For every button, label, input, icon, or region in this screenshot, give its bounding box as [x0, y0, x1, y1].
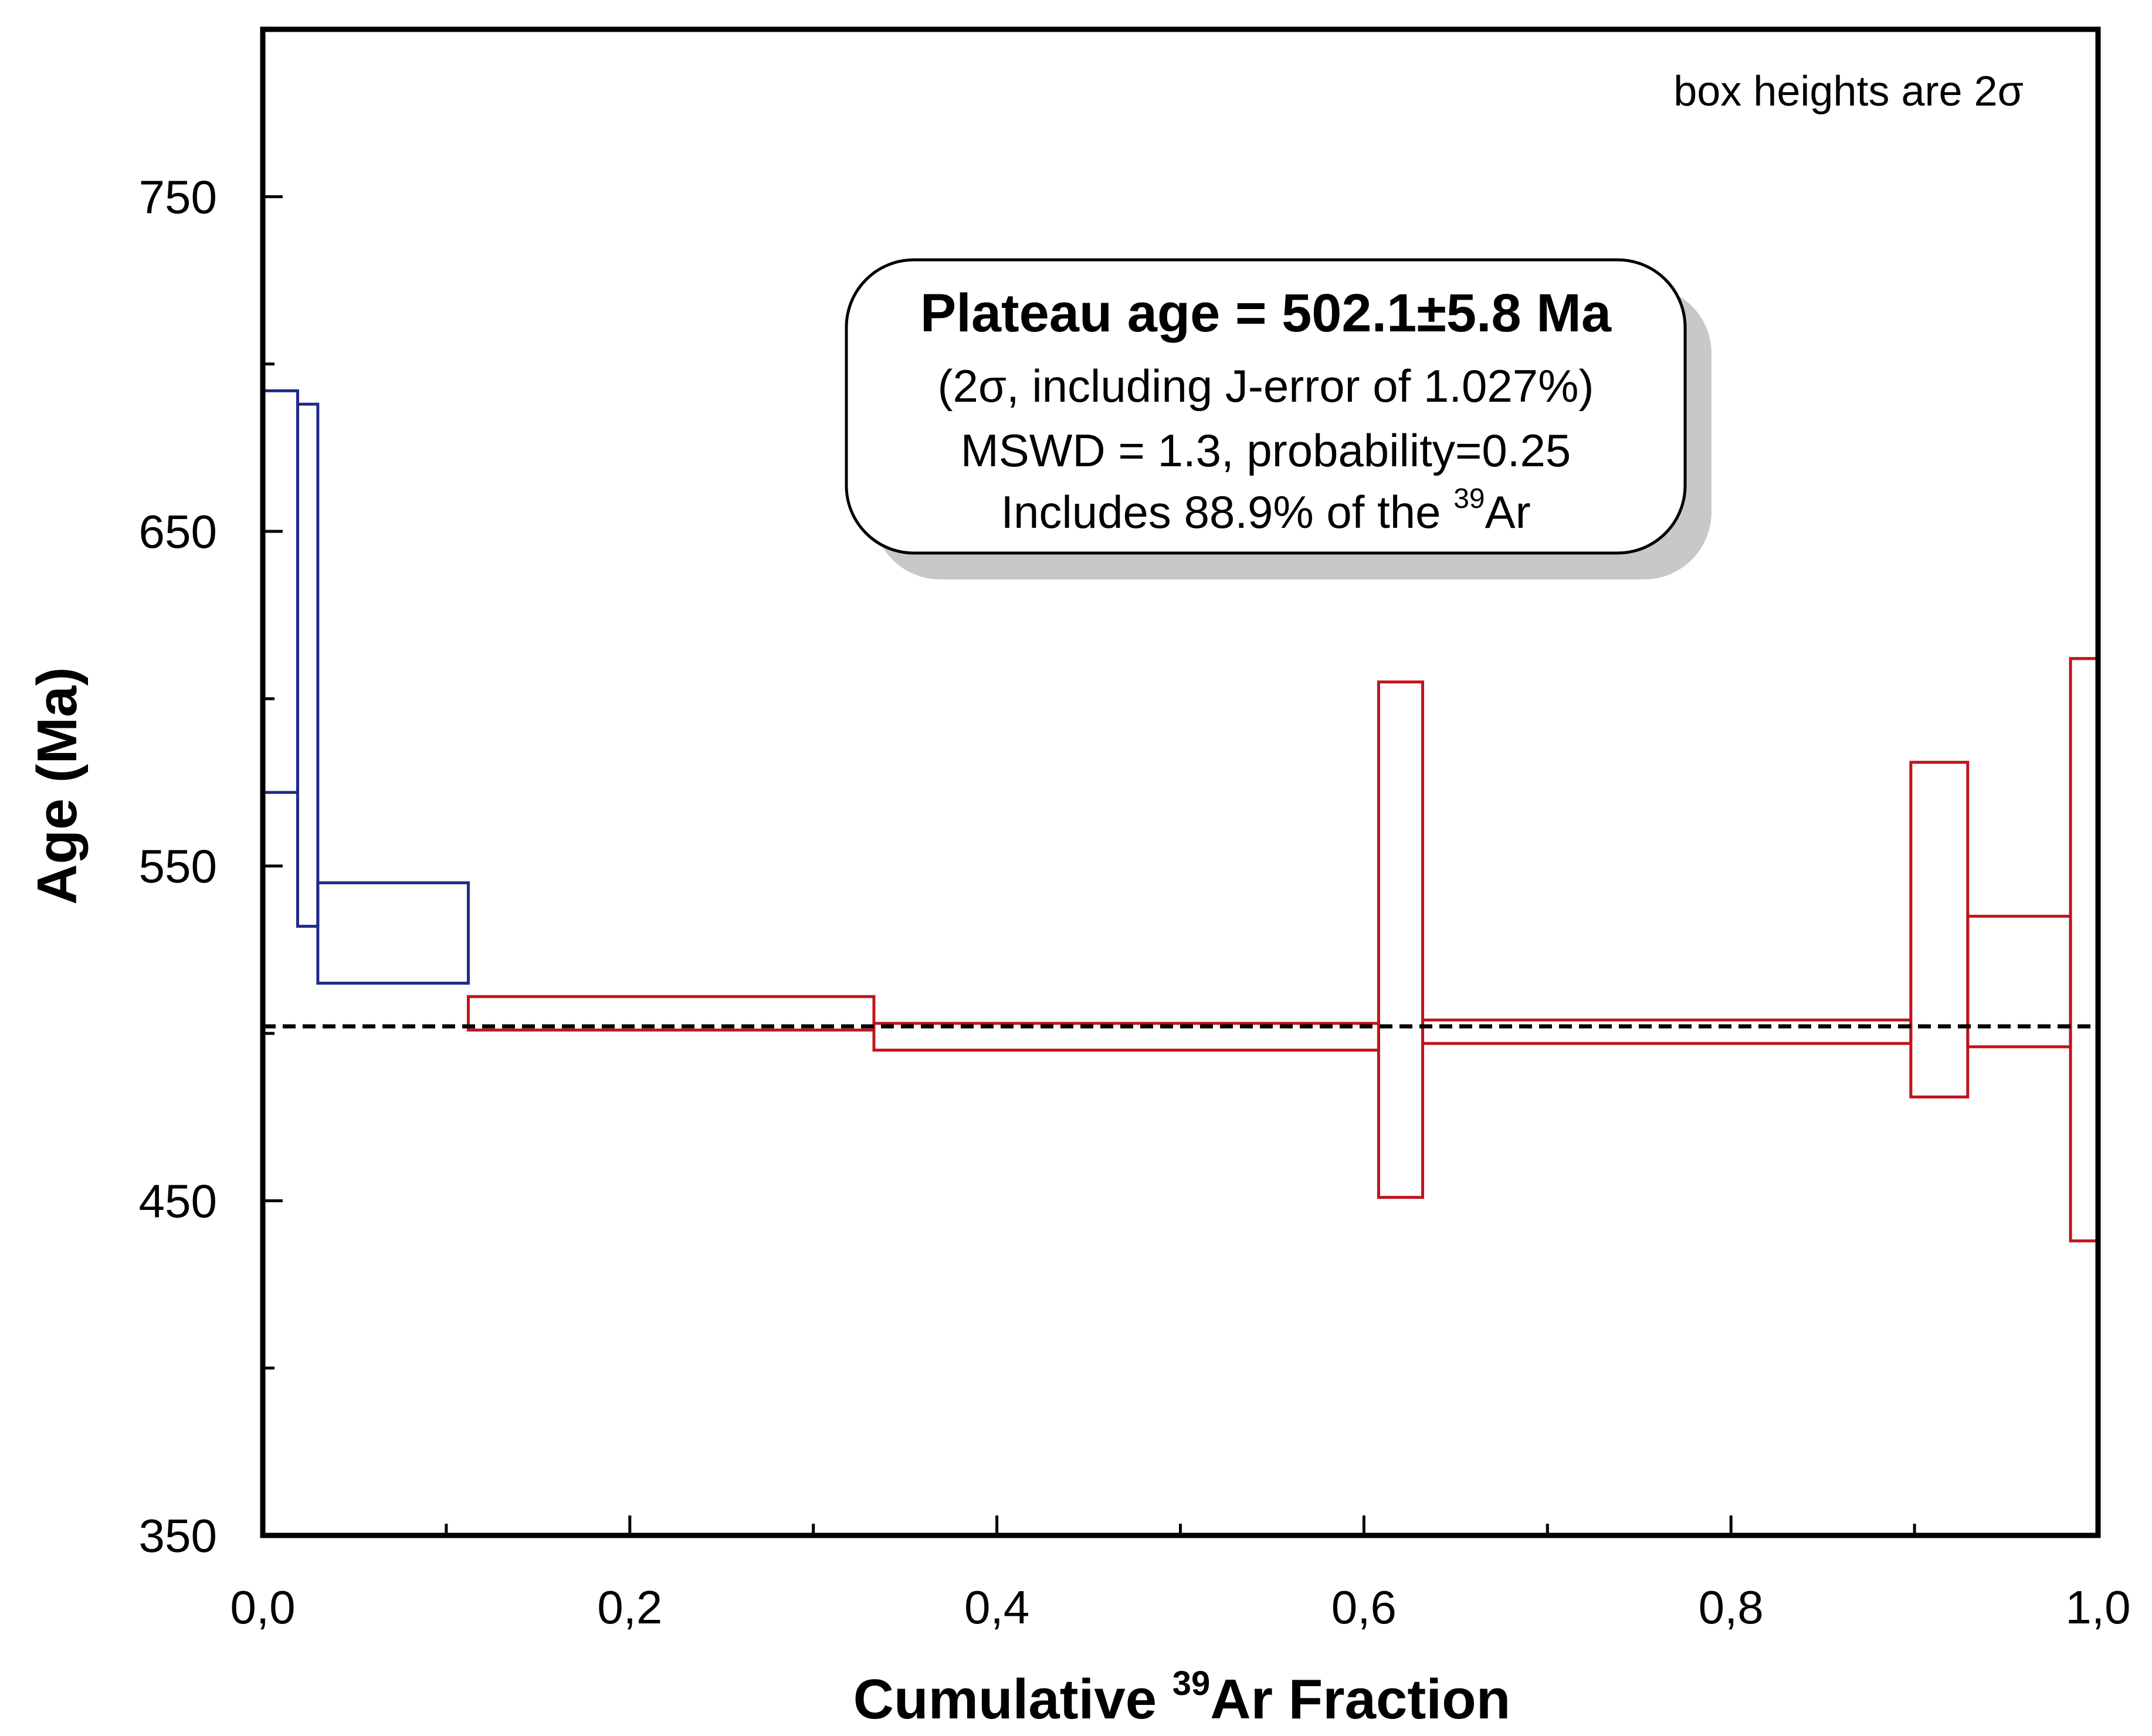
x-tick-label: 0,0 [230, 1581, 295, 1633]
x-tick-label: 0,2 [597, 1581, 662, 1633]
plateau-title: Plateau age = 502.1±5.8 Ma [920, 283, 1612, 343]
step-box-3 [316, 881, 470, 985]
y-tick-label: 650 [139, 506, 217, 558]
plateau-line4-sup: 39 [1453, 483, 1485, 514]
step-box-2 [296, 402, 320, 928]
y-tick-label: 550 [139, 840, 217, 893]
step-box-6 [1377, 680, 1425, 1199]
step-box-8 [1909, 761, 1970, 1098]
box-heights-note: box heights are 2σ [1673, 68, 2024, 115]
plateau-box [845, 258, 1687, 555]
plateau-line4-suffix: Ar [1485, 486, 1531, 538]
y-tick-label: 750 [139, 171, 217, 223]
y-tick-label: 450 [139, 1175, 217, 1227]
x-axis-label: Cumulative 39Ar Fraction [853, 1664, 1511, 1731]
x-tick-label: 0,8 [1699, 1581, 1764, 1633]
step-box-1 [261, 389, 299, 794]
y-axis-label: Age (Ma) [26, 667, 89, 904]
plateau-line4-prefix: Includes 88.9% of the [1001, 486, 1453, 538]
plateau-line3: MSWD = 1.3, probability=0.25 [961, 425, 1571, 476]
x-axis-label-suffix: Ar Fraction [1210, 1668, 1510, 1731]
x-tick-label: 0,4 [964, 1581, 1029, 1633]
x-tick-label: 1,0 [2065, 1581, 2130, 1633]
step-box-10 [2069, 657, 2100, 1243]
y-tick-label: 350 [139, 1510, 217, 1562]
x-tick-label: 0,6 [1331, 1581, 1397, 1633]
plateau-line4: Includes 88.9% of the 39Ar [1001, 483, 1530, 538]
plot-frame [260, 26, 2101, 1538]
step-box-7 [1421, 1018, 1913, 1045]
x-axis-label-sup: 39 [1172, 1664, 1211, 1703]
step-box-4 [466, 995, 876, 1032]
plateau-line2: (2σ, including J-error of 1.027%) [938, 360, 1594, 412]
ticks-layer: 0,0 0,2 0,4 0,6 0,8 1,0 350 450 550 650 750 [139, 171, 2131, 1633]
x-axis-label-prefix: Cumulative [853, 1668, 1172, 1731]
